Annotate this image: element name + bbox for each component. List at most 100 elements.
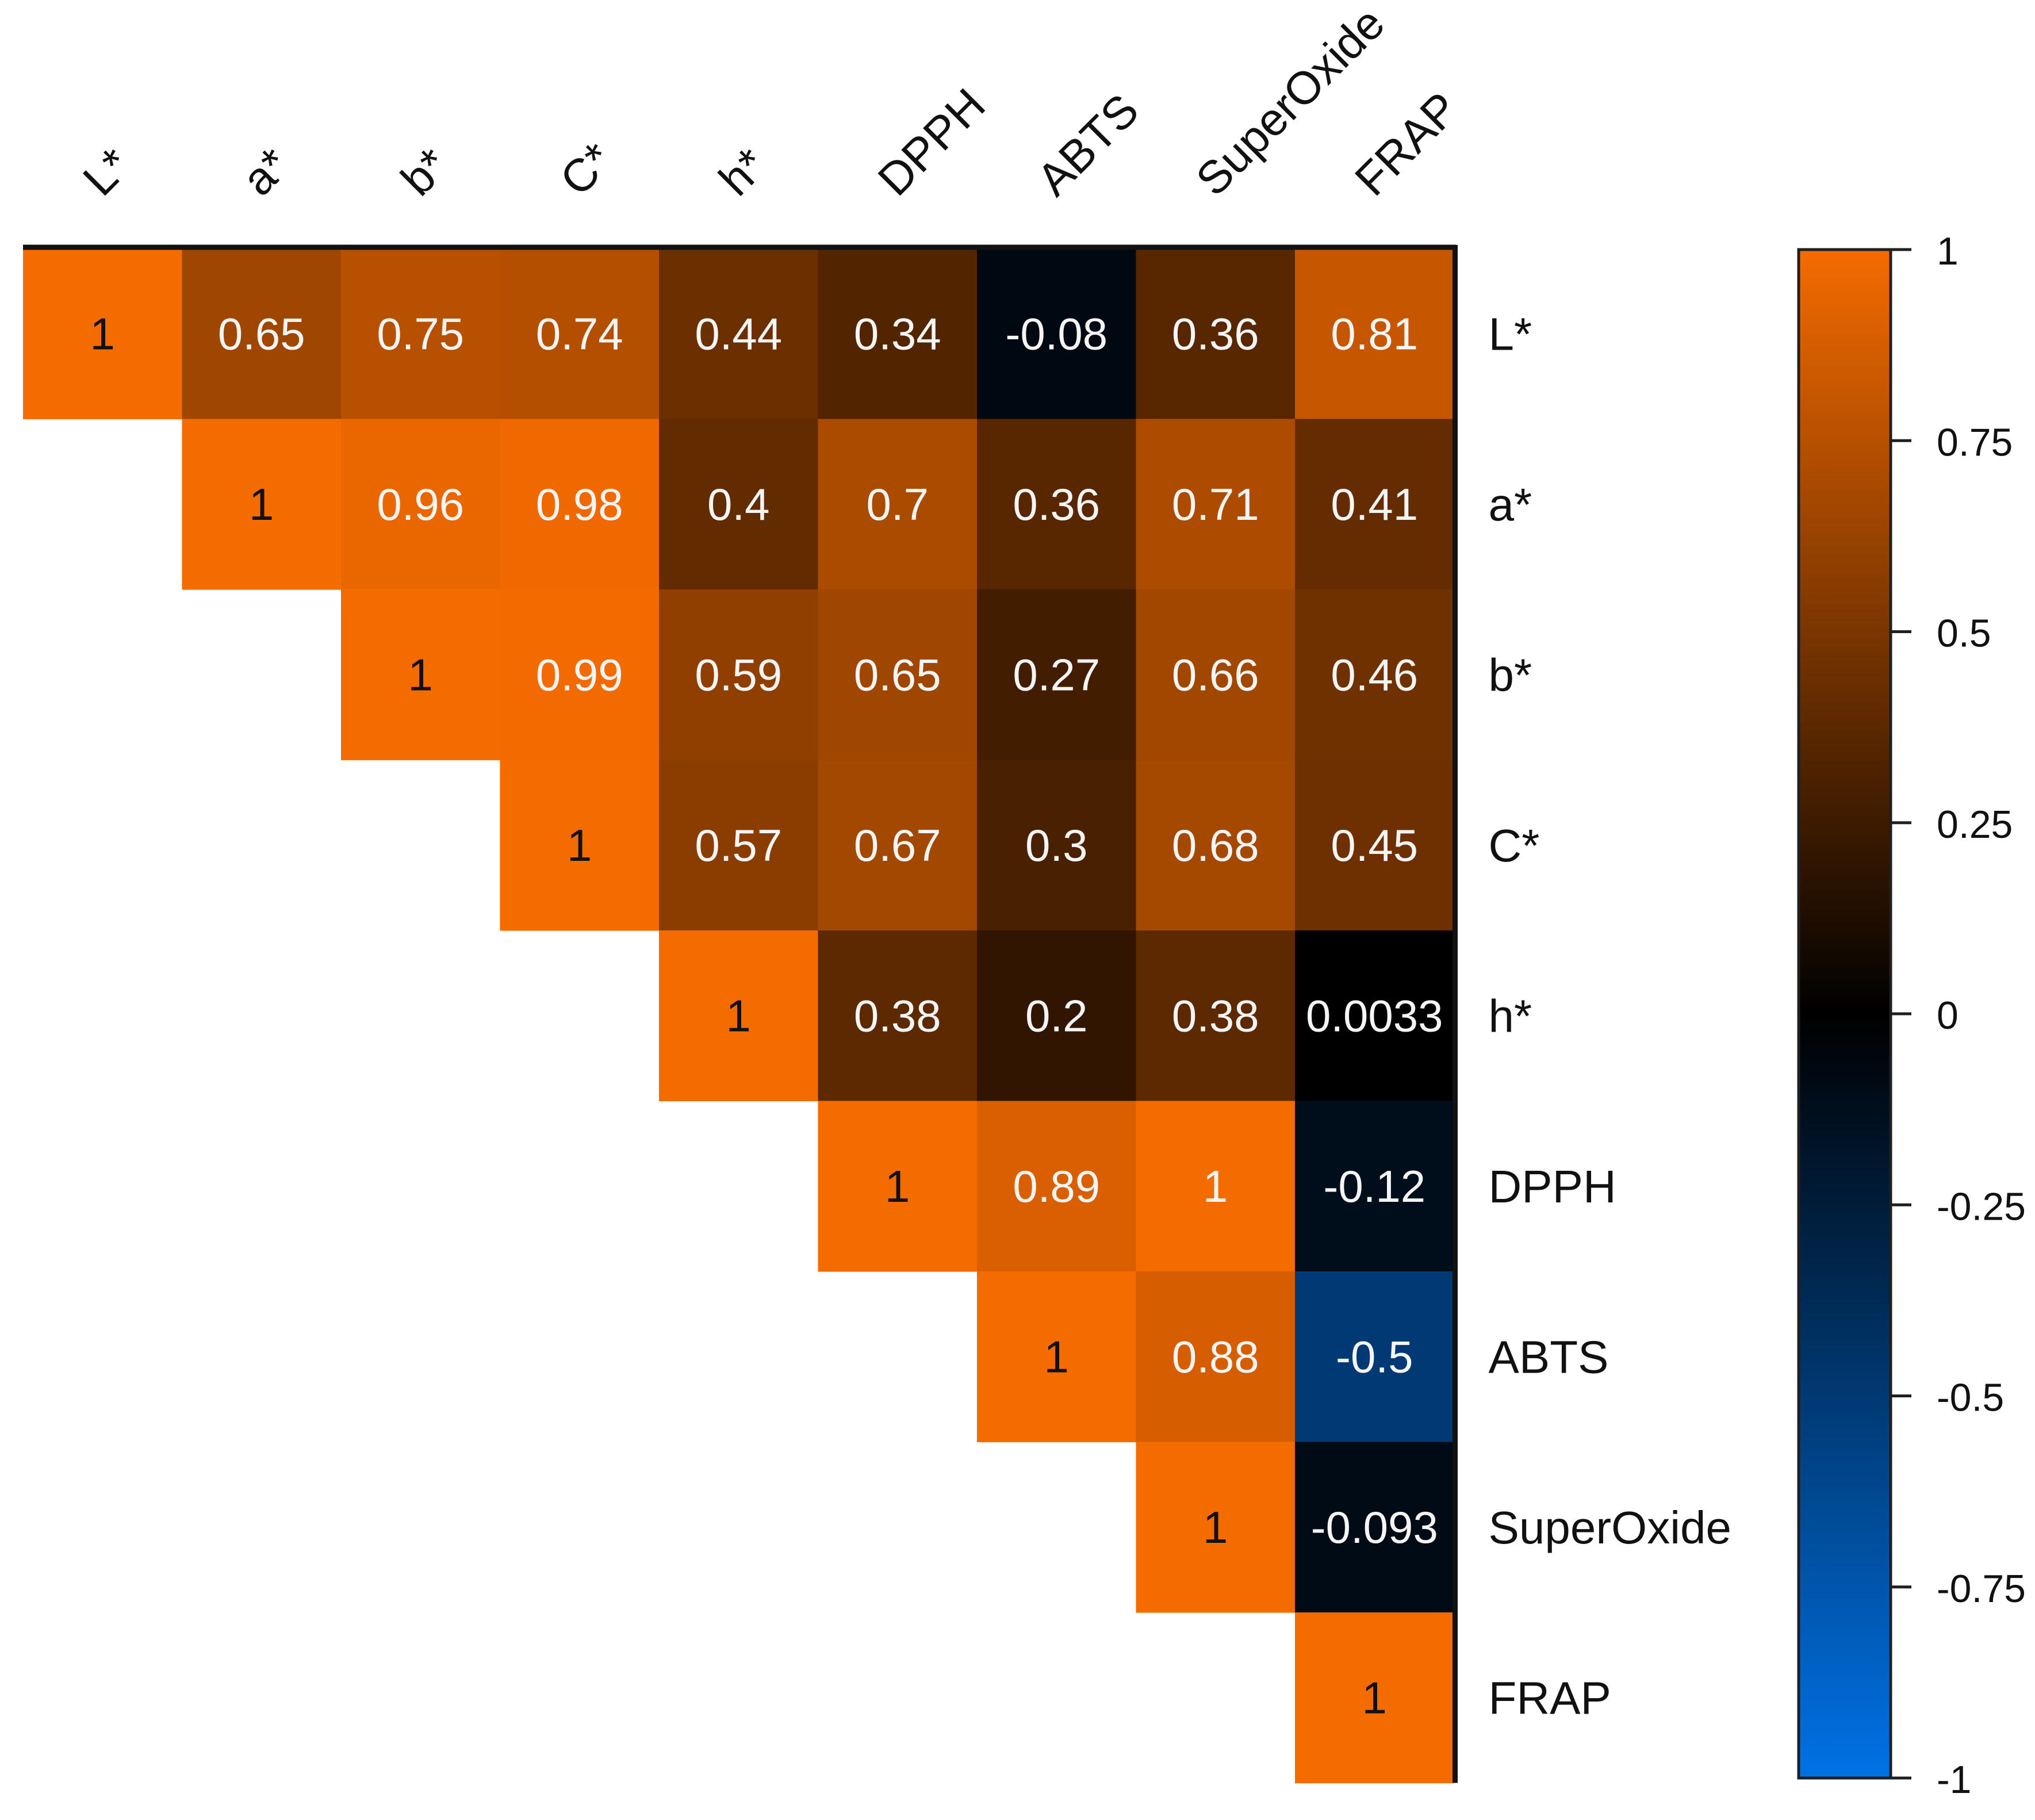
heatmap-cell	[818, 1101, 978, 1272]
heatmap-cell	[818, 419, 978, 590]
cell-value-label: 1	[90, 308, 115, 359]
cell-value-label: 0.59	[695, 649, 782, 700]
colorbar-tick-label: 0.75	[1937, 420, 2013, 464]
heatmap-cell	[977, 419, 1137, 590]
row-label: L*	[1489, 308, 1532, 359]
colorbar-tick-label: 0.5	[1937, 612, 1991, 656]
heatmap-cell	[1136, 1101, 1296, 1272]
heatmap-cell	[23, 248, 183, 420]
colorbar-ticks: 1 0.75 0.5 0.25 0 -0.25 -0.5 -0.75 -1	[1891, 229, 2026, 1802]
column-label: C*	[550, 133, 623, 205]
heatmap-axes	[23, 244, 1458, 1783]
heatmap-cell	[977, 589, 1137, 761]
column-label: h*	[709, 139, 776, 205]
cell-value-label: 0.57	[695, 820, 782, 871]
row-labels: L* a* b* C* h* DPPH ABTS SuperOxide FRAP	[1489, 308, 1731, 1723]
cell-value-label: 0.68	[1172, 820, 1259, 871]
cell-value-label: 1	[1362, 1672, 1387, 1723]
column-label: FRAP	[1345, 82, 1468, 205]
heatmap-cell	[659, 419, 819, 590]
cell-value-label: 0.2	[1025, 990, 1087, 1041]
cell-value-label: -0.5	[1336, 1331, 1413, 1382]
heatmap-cell	[1295, 419, 1455, 590]
column-label: b*	[391, 139, 458, 205]
row-label: FRAP	[1489, 1672, 1611, 1723]
cell-value-label: 1	[1044, 1331, 1069, 1382]
column-label: ABTS	[1027, 84, 1148, 205]
heatmap-cells: 1 0.65 0.75 0.74 0.44 0.34 -0.08 0.36 0.81 1 0.96 0…	[23, 248, 1455, 1784]
row-label: ABTS	[1489, 1331, 1609, 1382]
colorbar-gradient	[1797, 248, 1892, 1780]
cell-value-label: 0.7	[867, 479, 929, 530]
heatmap-cell	[1136, 589, 1296, 761]
cell-value-label: 0.89	[1013, 1161, 1100, 1212]
heatmap-cell	[977, 760, 1137, 931]
colorbar-tick-label: -0.75	[1937, 1567, 2026, 1611]
colorbar-tick-label: 0	[1937, 994, 1959, 1037]
cell-value-label: 1	[726, 990, 751, 1041]
cell-value-label: 0.65	[218, 308, 305, 359]
heatmap-cell	[500, 419, 660, 590]
cell-value-label: 1	[885, 1161, 910, 1212]
cell-value-label: 0.75	[377, 308, 464, 359]
cell-value-label: 1	[408, 649, 433, 700]
cell-value-label: 1	[1203, 1502, 1228, 1553]
heatmap-cell	[818, 760, 978, 931]
heatmap-cell	[977, 248, 1137, 420]
heatmap-cell	[1295, 930, 1455, 1102]
heatmap-cell	[500, 248, 660, 420]
heatmap-cell	[500, 589, 660, 761]
heatmap-cell	[1295, 248, 1455, 420]
colorbar-tick-label: -0.25	[1937, 1185, 2026, 1228]
heatmap-cell	[341, 589, 501, 761]
heatmap-cell	[818, 930, 978, 1102]
heatmap-cell	[1136, 1271, 1296, 1443]
column-label: L*	[73, 139, 140, 205]
cell-value-label: 0.27	[1013, 649, 1100, 700]
heatmap-cell	[977, 1101, 1137, 1272]
cell-value-label: 0.38	[1172, 990, 1259, 1041]
row-label: DPPH	[1489, 1161, 1616, 1212]
heatmap-cell	[182, 419, 342, 590]
heatmap-cell	[818, 248, 978, 420]
cell-value-label: 0.99	[536, 649, 623, 700]
cell-value-label: 1	[567, 820, 592, 871]
heatmap-cell	[1295, 1612, 1455, 1784]
heatmap-cell	[1295, 1101, 1455, 1272]
heatmap-cell	[500, 760, 660, 931]
cell-value-label: -0.093	[1311, 1502, 1438, 1553]
colorbar-tick-label: -0.5	[1937, 1376, 2004, 1420]
heatmap-cell	[1295, 1442, 1455, 1613]
row-label: b*	[1489, 649, 1532, 700]
cell-value-label: 0.46	[1331, 649, 1418, 700]
cell-value-label: 0.41	[1331, 479, 1418, 530]
heatmap-cell	[659, 760, 819, 931]
heatmap-cell	[1295, 760, 1455, 931]
column-label: a*	[232, 139, 299, 205]
cell-value-label: 0.45	[1331, 820, 1418, 871]
heatmap-cell	[341, 248, 501, 420]
row-label: h*	[1489, 990, 1532, 1041]
cell-value-label: 0.36	[1172, 308, 1259, 359]
heatmap-cell	[182, 248, 342, 420]
heatmap-cell	[977, 1271, 1137, 1443]
heatmap-cell	[659, 930, 819, 1102]
heatmap-cell	[1295, 1271, 1455, 1443]
heatmap-cell	[1136, 760, 1296, 931]
cell-value-label: 0.4	[707, 479, 769, 530]
colorbar	[1797, 248, 1892, 1780]
heatmap-cell	[1295, 589, 1455, 761]
row-label: a*	[1489, 479, 1532, 530]
cell-value-label: 1	[1203, 1161, 1228, 1212]
column-label: DPPH	[868, 79, 995, 205]
cell-value-label: -0.12	[1323, 1161, 1425, 1212]
cell-value-label: 0.36	[1013, 479, 1100, 530]
row-label: SuperOxide	[1489, 1502, 1731, 1553]
cell-value-label: 0.67	[854, 820, 941, 871]
heatmap-cell	[659, 248, 819, 420]
cell-value-label: 0.81	[1331, 308, 1418, 359]
cell-value-label: 0.88	[1172, 1331, 1259, 1382]
heatmap-cell	[818, 589, 978, 761]
